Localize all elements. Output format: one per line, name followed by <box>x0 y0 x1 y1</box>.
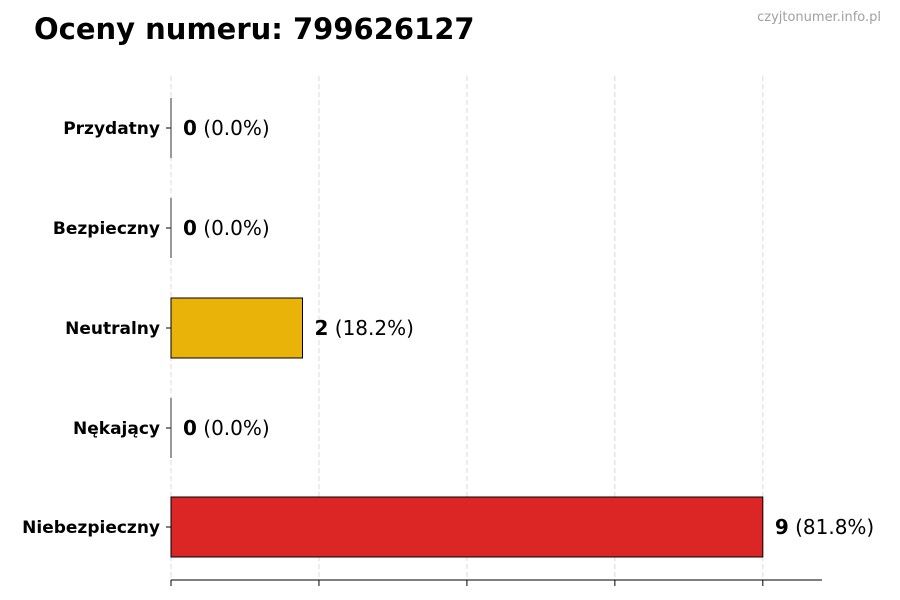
category-label: Przydatny <box>63 119 160 139</box>
value-percent: (18.2%) <box>328 316 414 340</box>
value-count: 0 <box>183 216 197 240</box>
value-label: 0 (0.0%) <box>183 416 270 440</box>
value-count: 0 <box>183 416 197 440</box>
chart-title: Oceny numeru: 799626127 <box>34 12 475 46</box>
value-percent: (0.0%) <box>197 216 270 240</box>
category-label: Niebezpieczny <box>22 518 160 538</box>
value-label: 0 (0.0%) <box>183 116 270 140</box>
watermark: czyjtonumer.info.pl <box>757 10 881 25</box>
value-percent: (81.8%) <box>789 515 875 539</box>
category-label: Neutralny <box>65 319 160 339</box>
value-count: 2 <box>315 316 329 340</box>
value-percent: (0.0%) <box>197 416 270 440</box>
value-percent: (0.0%) <box>197 116 270 140</box>
category-label: Bezpieczny <box>53 219 160 239</box>
value-label: 0 (0.0%) <box>183 216 270 240</box>
value-count: 9 <box>775 515 789 539</box>
value-label: 2 (18.2%) <box>315 316 414 340</box>
bar <box>170 297 304 359</box>
bar <box>170 496 764 558</box>
category-label: Nękający <box>73 419 160 439</box>
value-label: 9 (81.8%) <box>775 515 874 539</box>
value-count: 0 <box>183 116 197 140</box>
